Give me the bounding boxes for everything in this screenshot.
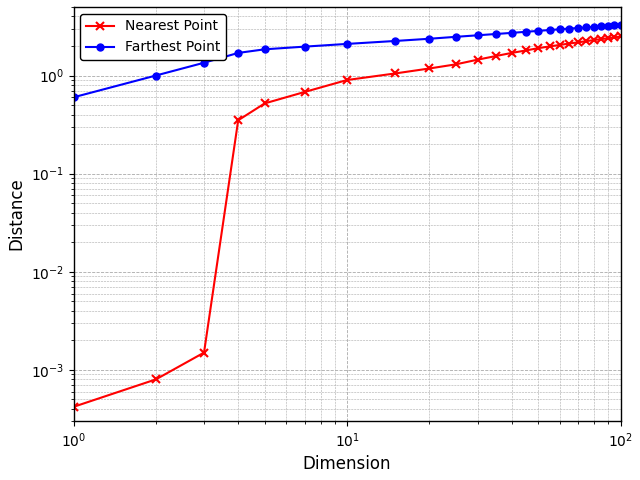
X-axis label: Dimension: Dimension [303, 455, 391, 473]
Nearest Point [566, 41, 573, 47]
Farthest Point [582, 24, 590, 30]
Farthest Point [604, 23, 612, 29]
Farthest Point [200, 60, 208, 66]
Line: Nearest Point: Nearest Point [69, 32, 625, 411]
Farthest Point [261, 47, 269, 52]
Nearest Point [426, 66, 433, 72]
Farthest Point [566, 26, 573, 32]
Nearest Point [597, 36, 605, 42]
Farthest Point [343, 41, 351, 47]
Farthest Point [301, 44, 308, 49]
Farthest Point [574, 25, 582, 31]
Nearest Point [200, 350, 208, 356]
Farthest Point [590, 24, 598, 30]
Farthest Point [546, 27, 554, 33]
Farthest Point [597, 24, 605, 29]
Farthest Point [617, 22, 625, 28]
Nearest Point [474, 57, 481, 62]
Nearest Point [301, 89, 308, 95]
Farthest Point [234, 50, 242, 56]
Line: Farthest Point: Farthest Point [70, 22, 624, 101]
Nearest Point [534, 45, 542, 51]
Farthest Point [152, 72, 160, 78]
Nearest Point [617, 34, 625, 39]
Farthest Point [392, 38, 399, 44]
Farthest Point [534, 28, 542, 34]
Farthest Point [492, 31, 500, 37]
Nearest Point [152, 376, 160, 382]
Farthest Point [522, 29, 529, 35]
Nearest Point [261, 100, 269, 106]
Nearest Point [70, 404, 77, 410]
Nearest Point [392, 71, 399, 76]
Farthest Point [70, 95, 77, 100]
Nearest Point [452, 61, 460, 67]
Nearest Point [234, 118, 242, 123]
Legend: Nearest Point, Farthest Point: Nearest Point, Farthest Point [81, 14, 226, 60]
Nearest Point [546, 44, 554, 49]
Y-axis label: Distance: Distance [7, 178, 25, 251]
Nearest Point [582, 38, 590, 44]
Nearest Point [508, 50, 516, 56]
Nearest Point [522, 48, 529, 53]
Farthest Point [452, 34, 460, 40]
Farthest Point [474, 33, 481, 38]
Nearest Point [574, 39, 582, 45]
Nearest Point [492, 53, 500, 59]
Nearest Point [590, 37, 598, 43]
Nearest Point [343, 77, 351, 83]
Farthest Point [508, 30, 516, 36]
Farthest Point [426, 36, 433, 42]
Nearest Point [556, 42, 564, 48]
Farthest Point [611, 23, 618, 28]
Farthest Point [556, 26, 564, 32]
Nearest Point [604, 36, 612, 41]
Nearest Point [611, 35, 618, 40]
